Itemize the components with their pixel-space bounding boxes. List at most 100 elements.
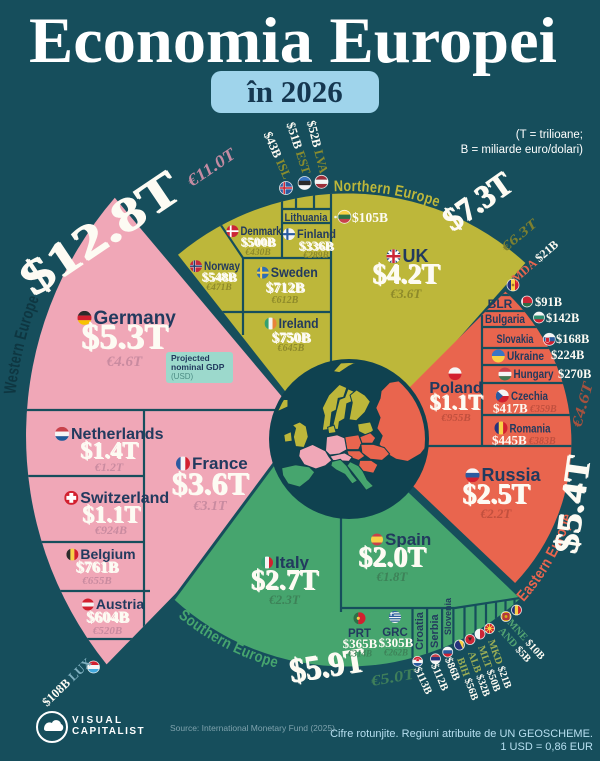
svg-text:Economia Europei: Economia Europei [29,5,557,77]
svg-text:€1.8T: €1.8T [376,569,409,584]
svg-text:Czechia: Czechia [511,389,548,403]
svg-text:în 2026: în 2026 [246,74,343,109]
svg-text:$1.4T: $1.4T [81,439,139,465]
svg-text:Italy: Italy [275,553,310,572]
svg-text:€262B: €262B [383,648,408,658]
svg-text:nominal GDP: nominal GDP [171,362,225,372]
svg-text:1 USD = 0,86 EUR: 1 USD = 0,86 EUR [500,741,593,753]
svg-text:€645B: €645B [277,343,305,354]
svg-text:Ukraine: Ukraine [507,349,544,363]
svg-text:$1.1T: $1.1T [431,390,485,415]
svg-text:$604B: $604B [86,609,129,626]
svg-text:€612B: €612B [271,295,299,306]
svg-text:€383B: €383B [528,436,556,447]
svg-text:€430B: €430B [244,248,270,258]
svg-text:$2.5T: $2.5T [462,479,530,510]
svg-text:VISUAL: VISUAL [72,715,124,726]
svg-text:$2.0T: $2.0T [359,543,427,574]
svg-text:Ireland: Ireland [279,315,319,331]
svg-text:$365B: $365B [343,636,378,651]
svg-text:Spain: Spain [385,530,431,549]
svg-text:Austria: Austria [96,596,144,612]
svg-text:Denmark: Denmark [241,224,282,238]
svg-text:$5.3T: $5.3T [81,316,168,356]
svg-text:(USD): (USD) [171,372,194,381]
svg-text:$712B: $712B [267,281,306,297]
svg-text:$2.0T: $2.0T [358,542,426,573]
svg-text:Belgium: Belgium [80,546,135,562]
svg-text:Russia: Russia [482,465,542,485]
svg-text:$270B: $270B [558,367,591,381]
svg-text:Croatia: Croatia [414,611,426,650]
svg-text:$2.7T: $2.7T [251,565,319,596]
svg-text:Projected: Projected [171,353,210,363]
svg-text:$2.5T: $2.5T [463,480,531,511]
svg-text:CAPITALIST: CAPITALIST [72,726,145,737]
svg-text:$500B: $500B [241,234,276,249]
svg-text:$5.3T: $5.3T [82,317,169,357]
svg-text:Cifre rotunjite. Regiuni atrib: Cifre rotunjite. Regiuni atribuite de UN… [330,728,593,740]
svg-text:$3.6T: $3.6T [173,466,250,502]
svg-text:$761B: $761B [76,559,119,576]
svg-text:€2.2T: €2.2T [480,506,513,521]
svg-text:GRC: GRC [382,627,408,639]
svg-text:Netherlands: Netherlands [71,426,164,443]
svg-text:$445B: $445B [492,433,527,448]
svg-text:Germany: Germany [94,308,177,329]
svg-text:Bulgaria: Bulgaria [485,312,525,326]
svg-text:$4.2T: $4.2T [373,260,441,291]
svg-text:$750B: $750B [272,330,311,346]
svg-text:UK: UK [403,246,429,266]
svg-text:$105B: $105B [352,210,388,225]
svg-text:€3.6T: €3.6T [390,286,423,301]
svg-text:$305B: $305B [379,635,414,650]
svg-text:$712B: $712B [266,280,305,296]
svg-text:$91B: $91B [535,295,562,309]
svg-text:$604B: $604B [87,610,130,627]
svg-text:€655B: €655B [81,575,111,587]
svg-text:€955B: €955B [440,412,470,424]
svg-text:$1.1T: $1.1T [83,503,141,529]
svg-text:(T = trilioane;: (T = trilioane; [516,129,583,141]
svg-text:€3.1T: €3.1T [192,499,228,514]
svg-text:$1.1T: $1.1T [429,389,483,414]
svg-text:$548B: $548B [202,269,237,284]
svg-text:$224B: $224B [551,348,584,362]
svg-text:$3.6T: $3.6T [171,465,248,501]
svg-text:€471B: €471B [205,283,231,293]
svg-text:$336B: $336B [299,238,334,253]
svg-text:$1.1T: $1.1T [82,502,140,528]
svg-text:Poland: Poland [429,380,482,397]
svg-text:Hungary: Hungary [514,367,554,381]
svg-text:Slovakia: Slovakia [497,332,534,346]
svg-text:€289B: €289B [302,251,328,261]
svg-text:Switzerland: Switzerland [80,490,169,507]
svg-text:BLR: BLR [488,297,513,311]
svg-text:PRT: PRT [348,628,371,640]
svg-text:Serbia: Serbia [429,613,441,648]
svg-text:Slovenia: Slovenia [443,597,453,635]
svg-text:€5.0T: €5.0T [369,666,417,690]
svg-text:€2.3T: €2.3T [268,592,301,607]
svg-text:$168B: $168B [556,332,589,346]
svg-text:$336B: $336B [300,239,335,254]
svg-text:$548B: $548B [203,270,238,285]
svg-text:$1.4T: $1.4T [80,438,138,464]
svg-text:$2.7T: $2.7T [252,566,320,597]
svg-text:$142B: $142B [546,311,579,325]
svg-text:€520B: €520B [92,625,122,637]
svg-text:$761B: $761B [77,560,120,577]
svg-text:€359B: €359B [529,404,557,415]
svg-text:$500B: $500B [242,235,277,250]
svg-text:€1.2T: €1.2T [94,460,124,474]
svg-text:€314B: €314B [347,649,372,659]
svg-text:France: France [192,454,248,473]
svg-text:Sweden: Sweden [271,265,318,280]
svg-text:Source: International Monetary: Source: International Monetary Fund (202… [170,723,337,733]
svg-text:Finland: Finland [297,227,336,241]
svg-text:$417B: $417B [493,401,528,416]
svg-text:$4.2T: $4.2T [372,259,440,290]
svg-text:B = miliarde euro/dolari): B = miliarde euro/dolari) [461,144,584,156]
svg-text:Norway: Norway [204,259,240,273]
svg-text:Lithuania: Lithuania [285,212,329,224]
